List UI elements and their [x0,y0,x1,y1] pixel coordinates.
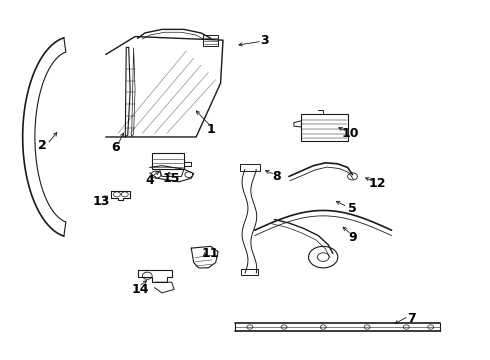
Bar [241,269,258,275]
Text: 2: 2 [38,139,47,152]
Bar [203,35,218,45]
Text: 3: 3 [260,33,269,47]
Bar [152,153,184,169]
Text: 5: 5 [348,202,357,215]
Text: 6: 6 [111,141,120,154]
Text: 7: 7 [407,311,416,325]
Bar [301,114,347,140]
Text: 10: 10 [342,127,359,140]
Text: 14: 14 [131,283,148,296]
Text: 11: 11 [202,247,220,260]
Bar [240,164,260,171]
Text: 15: 15 [163,172,180,185]
Text: 13: 13 [92,195,110,208]
Text: 9: 9 [348,231,357,244]
Text: 8: 8 [272,170,281,183]
Text: 1: 1 [206,123,215,136]
Text: 4: 4 [146,174,154,186]
Text: 12: 12 [368,177,386,190]
